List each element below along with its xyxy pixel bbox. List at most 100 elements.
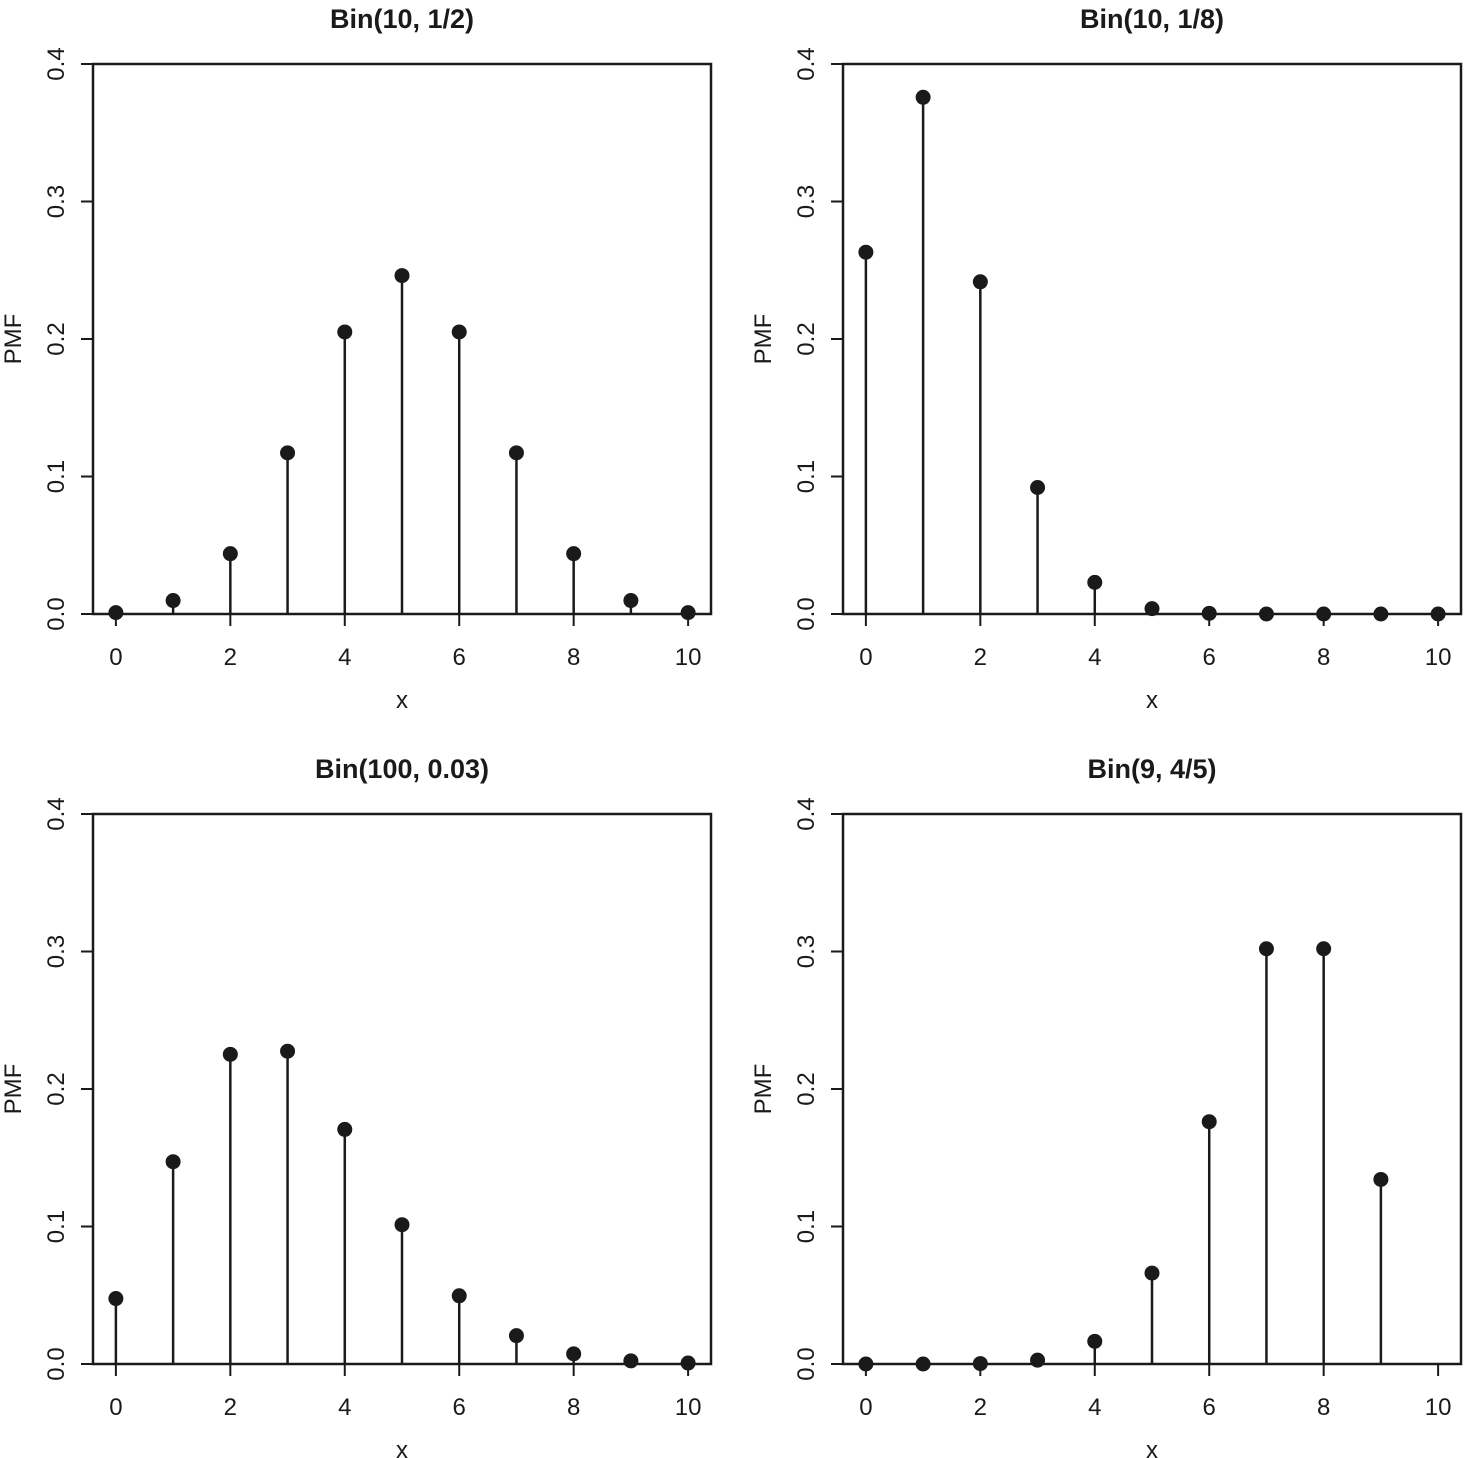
data-point bbox=[972, 274, 988, 290]
y-tick-label: 0.1 bbox=[793, 460, 820, 493]
x-tick-label: 8 bbox=[1317, 1394, 1330, 1421]
x-tick-label: 6 bbox=[453, 1394, 466, 1421]
x-tick-label: 6 bbox=[1203, 1394, 1216, 1421]
y-tick-label: 0.2 bbox=[793, 1072, 820, 1105]
y-tick-label: 0.1 bbox=[793, 1210, 820, 1243]
data-point bbox=[280, 445, 296, 461]
data-point bbox=[165, 593, 181, 609]
x-tick-label: 8 bbox=[1317, 644, 1330, 671]
y-tick-label: 0.0 bbox=[793, 1347, 820, 1380]
x-tick-label: 10 bbox=[675, 644, 702, 671]
x-tick-label: 0 bbox=[109, 644, 122, 671]
data-point bbox=[280, 1043, 296, 1059]
data-point bbox=[623, 1353, 639, 1369]
data-point bbox=[451, 1288, 467, 1304]
data-point bbox=[222, 546, 238, 562]
data-point bbox=[915, 89, 931, 105]
y-tick-label: 0.3 bbox=[793, 185, 820, 218]
y-tick-label: 0.3 bbox=[43, 935, 70, 968]
y-axis-label: PMF bbox=[0, 314, 27, 365]
x-tick-label: 0 bbox=[109, 1394, 122, 1421]
y-tick-label: 0.4 bbox=[793, 47, 820, 80]
x-tick-label: 8 bbox=[567, 1394, 580, 1421]
y-tick-label: 0.4 bbox=[43, 797, 70, 830]
data-point bbox=[508, 445, 524, 461]
data-point bbox=[1087, 1333, 1103, 1349]
x-axis-label: x bbox=[1146, 687, 1158, 714]
data-point bbox=[451, 324, 467, 340]
chart-title: Bin(10, 1/2) bbox=[330, 4, 474, 34]
x-axis-label: x bbox=[396, 1437, 408, 1458]
data-point bbox=[1030, 480, 1046, 495]
data-point bbox=[394, 1217, 410, 1233]
data-point bbox=[858, 1356, 874, 1372]
x-tick-label: 6 bbox=[453, 644, 466, 671]
data-point bbox=[1201, 1114, 1217, 1130]
data-point bbox=[1030, 1352, 1046, 1368]
y-tick-label: 0.2 bbox=[793, 322, 820, 355]
data-point bbox=[858, 244, 874, 260]
y-tick-label: 0.2 bbox=[43, 1072, 70, 1105]
x-tick-label: 2 bbox=[974, 644, 987, 671]
chart-title: Bin(100, 0.03) bbox=[315, 754, 489, 784]
y-tick-label: 0.3 bbox=[793, 935, 820, 968]
data-point bbox=[1144, 601, 1160, 617]
data-point bbox=[566, 546, 582, 562]
data-point bbox=[1258, 606, 1274, 622]
data-point bbox=[680, 605, 696, 621]
x-tick-label: 4 bbox=[338, 1394, 351, 1421]
data-point bbox=[1430, 606, 1446, 622]
x-tick-label: 10 bbox=[1425, 644, 1452, 671]
y-tick-label: 0.0 bbox=[793, 597, 820, 630]
x-tick-label: 2 bbox=[974, 1394, 987, 1421]
x-tick-label: 8 bbox=[567, 644, 580, 671]
y-tick-label: 0.2 bbox=[43, 322, 70, 355]
data-point bbox=[972, 1356, 988, 1372]
y-tick-label: 0.4 bbox=[793, 797, 820, 830]
y-tick-label: 0.0 bbox=[43, 597, 70, 630]
x-tick-label: 6 bbox=[1203, 644, 1216, 671]
data-point bbox=[623, 593, 639, 609]
data-point bbox=[1373, 1171, 1389, 1187]
panel-3: Bin(100, 0.03) 0 2 4 6 8 10 x 0.0 0.1 0.2 0.3 0.4 PMF bbox=[0, 754, 713, 1458]
y-axis-label: PMF bbox=[0, 1064, 27, 1115]
y-axis-label: PMF bbox=[750, 314, 777, 365]
data-point bbox=[508, 1328, 524, 1344]
data-point bbox=[337, 1121, 353, 1137]
data-point bbox=[108, 605, 124, 621]
data-point bbox=[108, 1291, 124, 1307]
data-point bbox=[1201, 605, 1217, 621]
x-axis-label: x bbox=[1146, 1437, 1158, 1458]
panel-1: Bin(10, 1/2) 0 2 4 6 8 10 x 0.0 0.1 0.2 0.3 0.4 PMF bbox=[0, 4, 713, 714]
data-point bbox=[1087, 574, 1103, 590]
data-point bbox=[165, 1154, 181, 1170]
data-point bbox=[1316, 941, 1332, 957]
panel-4: Bin(9, 4/5) 0 2 4 6 8 10 x 0.0 0.1 0.2 0.3 0.4 PMF bbox=[750, 754, 1463, 1458]
y-tick-label: 0.4 bbox=[43, 47, 70, 80]
plot-frame bbox=[841, 62, 1463, 616]
data-point bbox=[1373, 606, 1389, 622]
x-axis-label: x bbox=[396, 687, 408, 714]
y-tick-label: 0.1 bbox=[43, 1210, 70, 1243]
data-point bbox=[394, 268, 410, 284]
x-tick-label: 4 bbox=[1088, 644, 1101, 671]
data-point bbox=[1144, 1265, 1160, 1281]
x-tick-label: 2 bbox=[224, 644, 237, 671]
data-point bbox=[222, 1046, 238, 1062]
data-point bbox=[337, 324, 353, 340]
y-tick-label: 0.0 bbox=[43, 1347, 70, 1380]
x-tick-label: 10 bbox=[1425, 1394, 1452, 1421]
x-tick-label: 0 bbox=[859, 644, 872, 671]
x-tick-label: 4 bbox=[1088, 1394, 1101, 1421]
data-point bbox=[1258, 941, 1274, 957]
y-tick-label: 0.1 bbox=[43, 460, 70, 493]
y-axis-label: PMF bbox=[750, 1064, 777, 1115]
x-tick-label: 4 bbox=[338, 644, 351, 671]
data-point bbox=[915, 1356, 931, 1372]
data-point bbox=[1316, 606, 1332, 622]
chart-title: Bin(10, 1/8) bbox=[1080, 4, 1224, 34]
y-tick-label: 0.3 bbox=[43, 185, 70, 218]
chart-title: Bin(9, 4/5) bbox=[1087, 754, 1216, 784]
data-point bbox=[680, 1355, 696, 1371]
